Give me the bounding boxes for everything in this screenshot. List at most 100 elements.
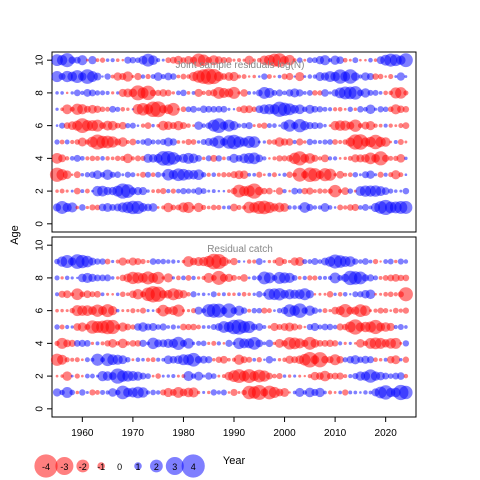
residual-bubble <box>285 138 294 146</box>
residual-bubble <box>390 337 402 349</box>
residual-bubble <box>219 256 229 267</box>
residual-bubble <box>171 374 176 379</box>
residual-bubble <box>211 189 216 194</box>
residual-bubble <box>374 292 377 296</box>
residual-bubble <box>402 307 409 314</box>
residual-bubble <box>99 274 106 282</box>
residual-bubble <box>227 357 231 362</box>
residual-bubble <box>222 205 226 210</box>
residual-bubble <box>266 74 272 80</box>
residual-bubble <box>229 153 239 163</box>
residual-bubble <box>311 122 319 130</box>
residual-bubble <box>91 119 104 132</box>
residual-bubble <box>284 272 295 284</box>
residual-bubble <box>51 70 63 83</box>
residual-bubble <box>59 122 66 129</box>
residual-bubble <box>200 172 207 178</box>
residual-bubble <box>305 290 315 299</box>
residual-bubble <box>122 71 133 82</box>
residual-bubble <box>88 89 96 97</box>
residual-bubble <box>100 156 105 161</box>
residual-bubble <box>357 123 363 129</box>
residual-bubble <box>393 140 398 144</box>
residual-bubble <box>104 274 112 282</box>
residual-bubble <box>316 122 324 129</box>
residual-bubble <box>188 153 199 164</box>
residual-bubble <box>387 291 394 298</box>
residual-bubble <box>61 386 73 398</box>
residual-bubble <box>194 121 203 130</box>
residual-bubble <box>201 325 206 329</box>
residual-bubble <box>336 323 344 331</box>
residual-bubble <box>85 205 89 210</box>
y-tick-label: 8 <box>35 275 46 281</box>
residual-bubble <box>246 356 253 363</box>
residual-bubble <box>75 205 80 210</box>
residual-bubble <box>176 74 181 79</box>
residual-bubble <box>295 257 305 267</box>
residual-bubble <box>397 274 405 282</box>
residual-bubble <box>327 107 333 112</box>
residual-bubble <box>252 292 256 296</box>
residual-bubble <box>182 201 195 214</box>
residual-bubble <box>136 173 140 177</box>
residual-bubble <box>144 138 152 146</box>
legend-label: -2 <box>79 462 87 472</box>
residual-bubble <box>101 75 104 78</box>
residual-bubble <box>366 170 375 179</box>
residual-bubble <box>349 119 362 132</box>
residual-bubble <box>306 203 314 211</box>
residual-bubble <box>95 58 100 63</box>
residual-bubble <box>382 154 390 162</box>
residual-bubble <box>202 390 206 394</box>
residual-bubble <box>267 172 272 177</box>
residual-bubble <box>343 172 348 177</box>
residual-bubble <box>105 90 110 95</box>
residual-bubble <box>343 205 348 210</box>
residual-bubble <box>383 90 388 96</box>
residual-bubble <box>79 155 85 161</box>
residual-bubble <box>359 391 362 394</box>
residual-bubble <box>372 89 379 96</box>
residual-bubble <box>222 342 226 345</box>
residual-bubble <box>321 154 329 163</box>
residual-bubble <box>267 259 272 264</box>
residual-bubble <box>170 324 176 330</box>
residual-bubble <box>237 391 241 394</box>
residual-bubble <box>55 91 59 95</box>
residual-bubble <box>55 189 59 193</box>
residual-bubble <box>292 139 297 145</box>
residual-bubble <box>398 172 404 178</box>
residual-bubble <box>378 91 383 95</box>
residual-bubble <box>282 90 287 96</box>
residual-bubble <box>77 104 88 115</box>
residual-bubble <box>347 172 353 178</box>
residual-bubble <box>286 171 293 178</box>
residual-bubble <box>206 172 211 177</box>
residual-bubble <box>155 139 161 145</box>
residual-bubble <box>292 58 297 63</box>
residual-bubble <box>251 307 257 314</box>
residual-bubble <box>54 324 60 330</box>
residual-bubble <box>227 189 231 193</box>
residual-bubble <box>86 58 89 62</box>
residual-bubble <box>215 155 222 162</box>
legend-bubble <box>181 454 205 478</box>
residual-bubble <box>285 72 294 81</box>
residual-bubble <box>397 323 404 331</box>
residual-bubble <box>77 322 87 332</box>
residual-bubble <box>105 58 110 62</box>
residual-bubble <box>230 388 238 397</box>
residual-bubble <box>192 124 195 127</box>
residual-bubble <box>404 140 408 144</box>
residual-bubble <box>255 339 264 348</box>
residual-bubble <box>320 203 330 212</box>
residual-bubble <box>399 189 403 193</box>
residual-bubble <box>312 189 317 194</box>
residual-bubble <box>255 323 264 331</box>
residual-bubble <box>100 292 105 297</box>
residual-bubble <box>173 120 184 131</box>
residual-bubble <box>373 308 378 313</box>
residual-bubble <box>322 106 328 112</box>
x-tick-label: 2010 <box>324 428 347 439</box>
